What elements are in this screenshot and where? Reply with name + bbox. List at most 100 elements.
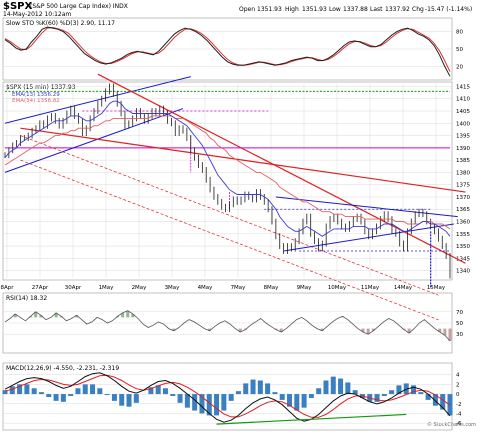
rsi-tick-label: 70 bbox=[456, 310, 463, 316]
price-tick-label: 1395 bbox=[456, 134, 470, 140]
rsi-line bbox=[4, 310, 451, 342]
price-tick-label: 1390 bbox=[456, 146, 470, 152]
price-date-label: 14May bbox=[394, 285, 413, 291]
price-tick-label: 1410 bbox=[456, 97, 470, 103]
price-date-label: 2May bbox=[132, 285, 148, 291]
rsi-tick-label: 30 bbox=[456, 332, 463, 338]
price-date-label: 8Apr bbox=[0, 285, 14, 291]
rsi-tick-label: 50 bbox=[456, 321, 463, 327]
macd-histogram-bar bbox=[119, 394, 125, 406]
ema13-legend: EMA(13) 1356.29 bbox=[12, 92, 60, 98]
macd-histogram-bar bbox=[389, 390, 395, 395]
quote-summary: Open 1351.93 High 1351.93 Low 1337.88 La… bbox=[239, 6, 472, 13]
macd-histogram-bar bbox=[97, 388, 103, 395]
macd-histogram-bar bbox=[440, 394, 446, 410]
macd-histogram-bar bbox=[90, 384, 96, 395]
macd-histogram-bar bbox=[381, 394, 387, 397]
high-label: High bbox=[285, 6, 299, 13]
wedge-upper-line bbox=[275, 196, 458, 218]
macd-histogram-bar bbox=[425, 394, 431, 400]
price-tick-label: 1365 bbox=[456, 207, 470, 213]
macd-histogram-bar bbox=[38, 392, 44, 395]
open-label: Open bbox=[239, 6, 255, 13]
price-date-label: 27Apr bbox=[32, 285, 49, 291]
price-date-label: 3May bbox=[165, 285, 181, 291]
price-date-label: 11May bbox=[361, 285, 380, 291]
macd-histogram-bar bbox=[133, 394, 139, 403]
macd-histogram-bar bbox=[53, 394, 59, 401]
price-date-label: 4May bbox=[198, 285, 214, 291]
macd-histogram-bar bbox=[75, 388, 81, 395]
macd-histogram-bar bbox=[177, 394, 183, 403]
macd-histogram-bar bbox=[235, 391, 241, 395]
macd-histogram-bar bbox=[308, 394, 314, 398]
channel-lower-line bbox=[4, 108, 184, 173]
price-tick-label: 1345 bbox=[456, 256, 470, 262]
macd-histogram-bar bbox=[170, 394, 176, 397]
channel-upper-line bbox=[4, 76, 191, 124]
macd-histogram-bar bbox=[287, 394, 293, 407]
rsi-legend: RSI(14) 18.32 bbox=[6, 295, 47, 302]
macd-tick-label: -2 bbox=[456, 402, 461, 408]
price-date-label: 8May bbox=[264, 285, 280, 291]
macd-histogram-bar bbox=[432, 394, 438, 406]
price-tick-label: 1370 bbox=[456, 195, 470, 201]
symbol-full-name: (S&P 500 Large Cap Index) INDX bbox=[30, 3, 128, 10]
price-tick-label: 1340 bbox=[456, 269, 470, 275]
macd-histogram-bar bbox=[221, 394, 227, 411]
macd-histogram-bar bbox=[126, 394, 132, 407]
macd-histogram-bar bbox=[265, 383, 271, 395]
low-label: Low bbox=[329, 6, 341, 13]
sto-tick-label: 20 bbox=[456, 64, 463, 70]
macd-histogram-bar bbox=[192, 394, 198, 411]
macd-histogram-bar bbox=[411, 385, 417, 395]
macd-histogram-bar bbox=[68, 394, 74, 397]
ema34-legend: EMA(34) 1358.82 bbox=[12, 98, 60, 104]
price-date-label: 15May bbox=[427, 285, 446, 291]
chg-label: Chg bbox=[412, 6, 424, 13]
price-date-label: 10May bbox=[328, 285, 347, 291]
macd-histogram-bar bbox=[60, 394, 66, 402]
macd-histogram-bar bbox=[162, 388, 168, 395]
macd-histogram-bar bbox=[418, 392, 424, 395]
macd-histogram-bar bbox=[82, 384, 88, 395]
price-tick-label: 1355 bbox=[456, 232, 470, 238]
macd-histogram-bar bbox=[111, 394, 117, 401]
macd-histogram-bar bbox=[301, 394, 307, 408]
price-date-label: 7May bbox=[231, 285, 247, 291]
macd-tick-label: 4 bbox=[456, 373, 460, 379]
macd-histogram-bar bbox=[148, 387, 154, 395]
price-tick-label: 1400 bbox=[456, 121, 470, 127]
price-tick-label: 1415 bbox=[456, 84, 470, 90]
price-tick-label: 1405 bbox=[456, 109, 470, 115]
open-value: 1351.93 bbox=[257, 6, 282, 13]
macd-histogram-bar bbox=[214, 394, 220, 416]
price-tick-label: 1380 bbox=[456, 170, 470, 176]
macd-signal-line bbox=[4, 374, 451, 418]
sto-k-line bbox=[4, 26, 451, 77]
macd-histogram-bar bbox=[46, 394, 52, 397]
macd-panel: -6 -4 -2 0 2 4 bbox=[2, 372, 462, 427]
macd-histogram-bar bbox=[104, 394, 110, 396]
high-value: 1351.93 bbox=[302, 6, 327, 13]
ema13-line bbox=[4, 100, 451, 237]
macd-histogram-bar bbox=[374, 394, 380, 402]
red-trend-line bbox=[20, 127, 466, 193]
sto-tick-label: 50 bbox=[456, 47, 463, 53]
rsi-panel: 30 50 70 bbox=[3, 310, 463, 342]
macd-tick-label: -6 bbox=[456, 421, 462, 427]
price-tick-label: 1375 bbox=[456, 183, 470, 189]
price-date-label: 30Apr bbox=[65, 285, 82, 291]
macd-line bbox=[4, 372, 451, 423]
price-date-label: 1May bbox=[99, 285, 115, 291]
macd-histogram-bar bbox=[323, 380, 329, 395]
macd-divergence-line bbox=[216, 413, 407, 425]
macd-histogram-bar bbox=[155, 385, 161, 395]
macd-histogram-bar bbox=[352, 390, 358, 395]
sto-legend: Slow STO %K(60) %D(3) 2.90, 11.17 bbox=[6, 20, 115, 27]
macd-histogram-bar bbox=[330, 376, 336, 395]
macd-histogram-bar bbox=[206, 394, 212, 416]
last-label: Last bbox=[370, 6, 383, 13]
sto-panel: 20 50 80 bbox=[3, 26, 463, 77]
